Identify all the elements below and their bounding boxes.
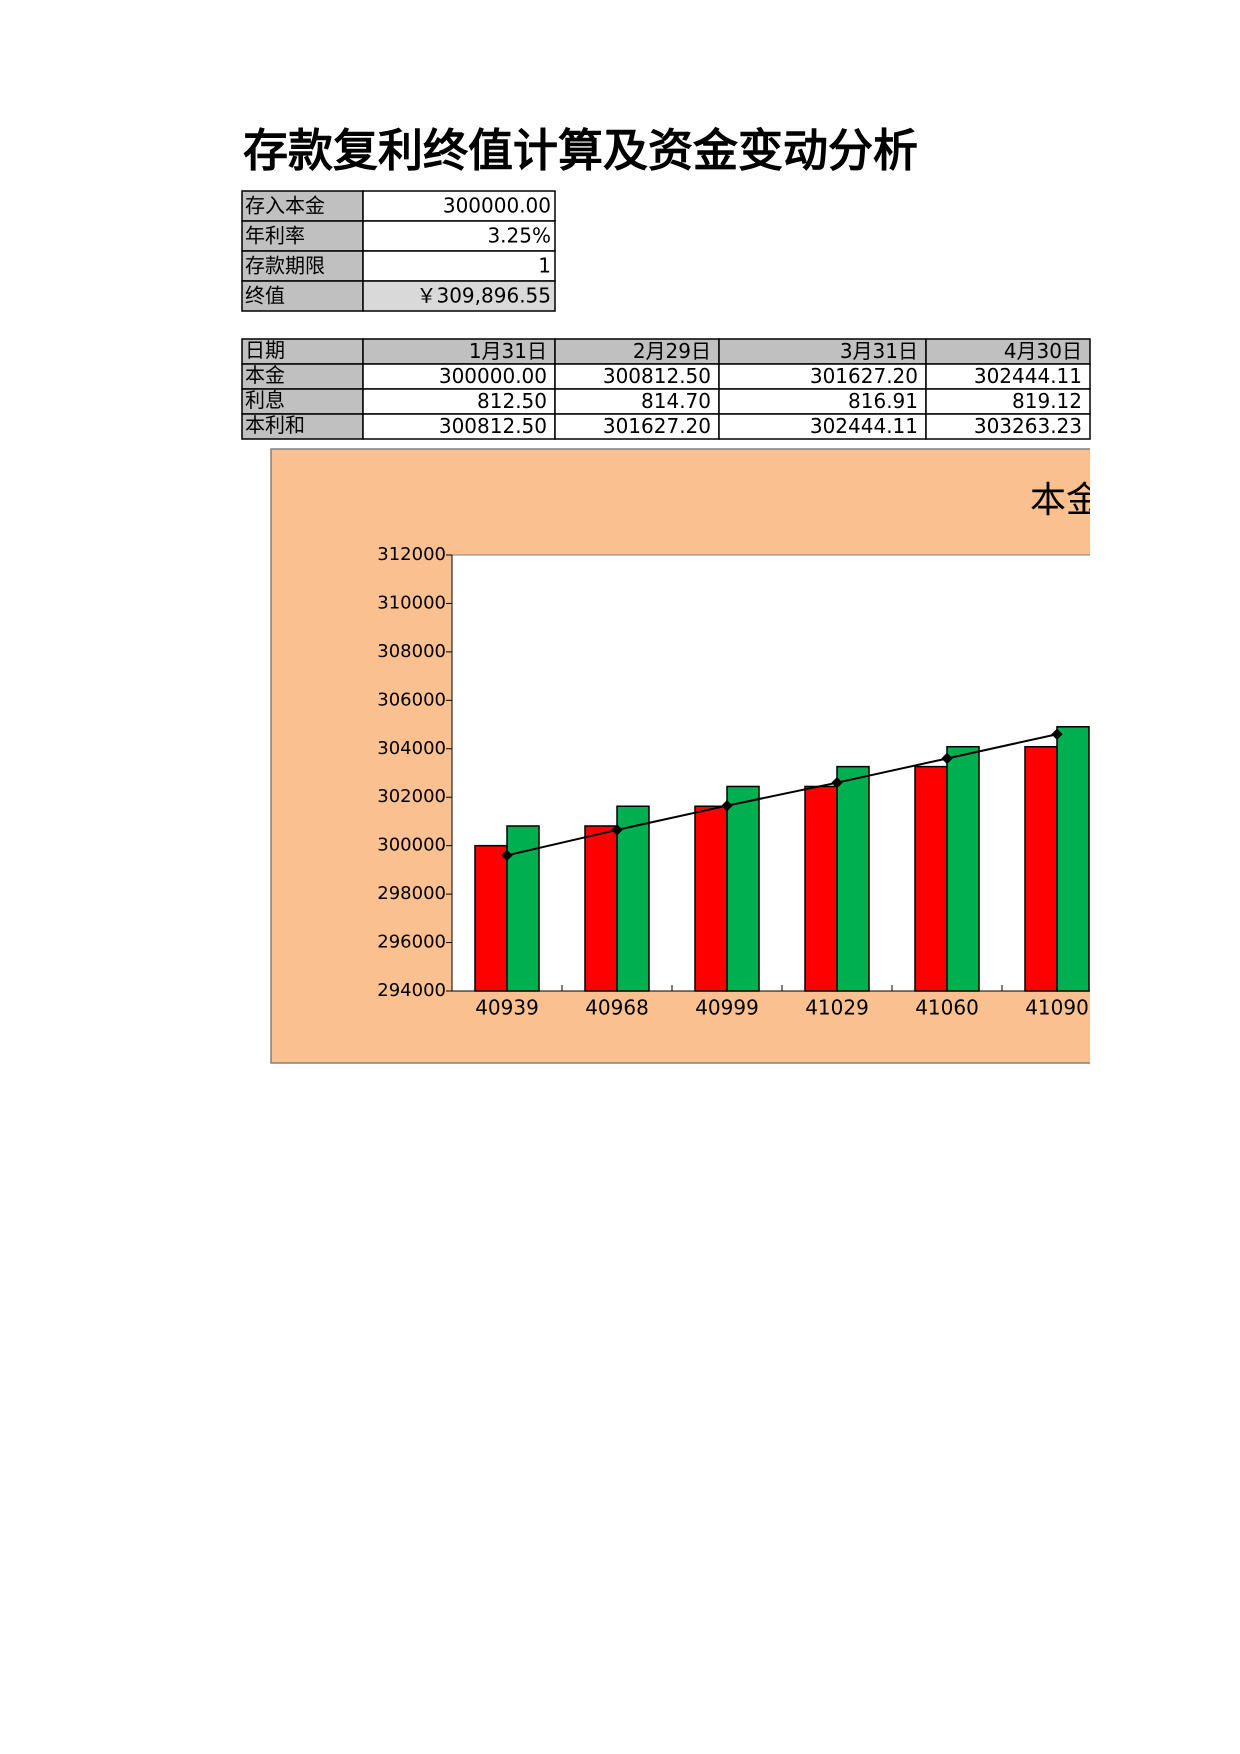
cell-text: 3月31日 bbox=[840, 339, 918, 363]
value: ￥309,896.55 bbox=[416, 284, 551, 308]
y-tick-label: 306000 bbox=[377, 689, 446, 710]
cell-text: 301627.20 bbox=[603, 414, 711, 438]
cell bbox=[241, 338, 364, 365]
label: 年利率 bbox=[245, 224, 305, 248]
label: 存款期限 bbox=[245, 254, 325, 278]
y-tick-label: 308000 bbox=[377, 641, 446, 662]
cell-text: 814.70 bbox=[641, 389, 711, 413]
y-tick-label: 294000 bbox=[377, 980, 446, 1001]
cell bbox=[925, 363, 1091, 390]
bar bbox=[694, 805, 728, 992]
line-point bbox=[1051, 728, 1063, 740]
y-tick-label: 298000 bbox=[377, 883, 446, 904]
title: 存款复利终值计算及资金变动分析 bbox=[243, 124, 918, 177]
cell bbox=[362, 388, 556, 415]
bar bbox=[616, 805, 650, 992]
y-tick-label: 312000 bbox=[377, 544, 446, 565]
cell-text: 302444.11 bbox=[974, 364, 1082, 388]
row-label: 日期 bbox=[245, 338, 285, 362]
cell-text: 2月29日 bbox=[633, 339, 711, 363]
cell-text: 301627.20 bbox=[810, 364, 918, 388]
line-point bbox=[831, 777, 843, 789]
bar bbox=[946, 745, 980, 992]
cell-text: 812.50 bbox=[477, 389, 547, 413]
x-tick-label: 40999 bbox=[695, 996, 759, 1020]
line-point bbox=[611, 824, 623, 836]
bar bbox=[474, 844, 508, 992]
cell bbox=[554, 413, 720, 440]
value-cell bbox=[362, 190, 556, 222]
label-cell bbox=[241, 280, 364, 312]
y-tick-label: 304000 bbox=[377, 738, 446, 759]
cell-text: 819.12 bbox=[1012, 389, 1082, 413]
cell bbox=[362, 363, 556, 390]
line-point bbox=[941, 752, 953, 765]
cell bbox=[241, 413, 364, 440]
cell bbox=[925, 388, 1091, 415]
y-tick-label: 302000 bbox=[377, 786, 446, 807]
label: 终值 bbox=[245, 284, 285, 308]
cell-text: 1月31日 bbox=[469, 339, 547, 363]
y-tick-label: 310000 bbox=[377, 592, 446, 613]
trend-line bbox=[506, 733, 1058, 857]
cell-text: 300000.00 bbox=[439, 364, 547, 388]
cell bbox=[718, 388, 927, 415]
bar bbox=[914, 765, 948, 992]
x-tick-label: 40939 bbox=[475, 996, 539, 1020]
x-tick-label: 41029 bbox=[805, 996, 869, 1020]
line-point bbox=[501, 849, 513, 862]
value: 1 bbox=[538, 254, 551, 278]
x-tick-label: 41060 bbox=[915, 996, 979, 1020]
cell-text: 302444.11 bbox=[810, 414, 918, 438]
value-cell bbox=[362, 280, 556, 312]
cell bbox=[718, 363, 927, 390]
value-cell bbox=[362, 220, 556, 252]
value-cell bbox=[362, 250, 556, 282]
row-label: 本利和 bbox=[245, 413, 305, 437]
label-cell bbox=[241, 190, 364, 222]
row-label: 本金 bbox=[245, 363, 285, 387]
bar bbox=[804, 785, 838, 992]
cell-text: 303263.23 bbox=[974, 414, 1082, 438]
bar bbox=[836, 765, 870, 992]
y-tick-label: 296000 bbox=[377, 932, 446, 953]
bar bbox=[584, 825, 618, 992]
x-tick-label: 40968 bbox=[585, 996, 649, 1020]
plot-area bbox=[451, 554, 1090, 992]
row-label: 利息 bbox=[245, 388, 285, 412]
cell-text: 300812.50 bbox=[439, 414, 547, 438]
bar bbox=[726, 785, 760, 992]
value: 3.25% bbox=[487, 224, 551, 248]
cell-text: 300812.50 bbox=[603, 364, 711, 388]
cell bbox=[554, 338, 720, 365]
chart-title: 本金 bbox=[1030, 480, 1102, 521]
bar bbox=[1024, 745, 1058, 992]
cell bbox=[925, 338, 1091, 365]
line-point bbox=[721, 800, 733, 812]
cell bbox=[554, 388, 720, 415]
cell bbox=[925, 413, 1091, 440]
x-tick-label: 41090 bbox=[1025, 996, 1089, 1020]
y-tick-label: 300000 bbox=[377, 835, 446, 856]
bar bbox=[1056, 726, 1090, 992]
cell-text: 4月30日 bbox=[1004, 339, 1082, 363]
chart: 本金 294000 296000 298000 300000 302000 304000 30… bbox=[270, 448, 1102, 1064]
value: 300000.00 bbox=[443, 194, 551, 218]
label: 存入本金 bbox=[245, 194, 325, 218]
cell-text: 816.91 bbox=[848, 389, 918, 413]
